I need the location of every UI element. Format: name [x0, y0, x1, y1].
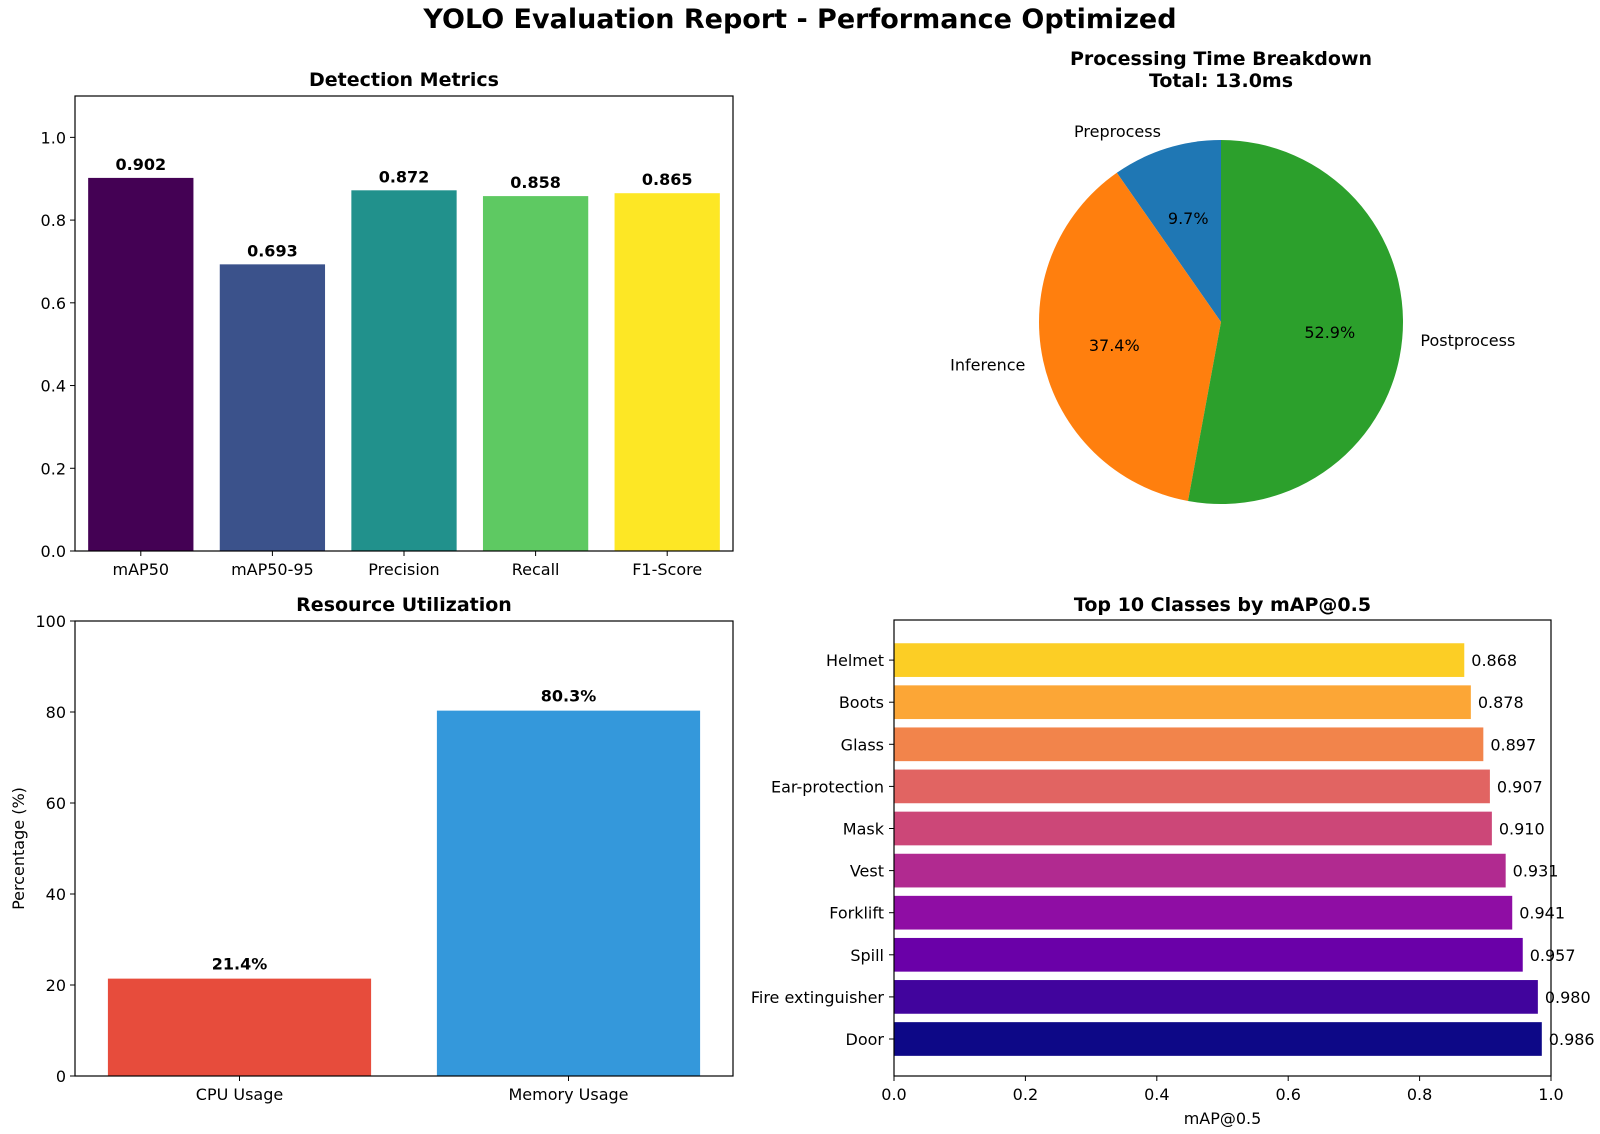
x-tick-label: Memory Usage — [508, 1085, 628, 1104]
x-tick-label: 0.2 — [1013, 1085, 1038, 1104]
class-bar-value-label: 0.931 — [1513, 862, 1559, 881]
detection-bar-value-label: 0.865 — [642, 170, 693, 189]
y-tick-label: 40 — [46, 885, 66, 904]
detection-bar-value-label: 0.858 — [510, 173, 561, 192]
y-tick-label: Helmet — [826, 651, 884, 670]
y-tick-label: Ear-protection — [771, 777, 884, 796]
resource-utilization-axes — [74, 620, 734, 1077]
x-tick-label: 0.8 — [1407, 1085, 1432, 1104]
pie-slice-label: Preprocess — [1074, 122, 1161, 141]
y-tick-label: 100 — [35, 612, 66, 631]
resource-bar-value-label: 21.4% — [212, 955, 268, 974]
top-classes-title: Top 10 Classes by mAP@0.5 — [1074, 594, 1371, 616]
x-tick-label: Precision — [368, 560, 439, 579]
class-bar-value-label: 0.907 — [1497, 777, 1543, 796]
class-bar-value-label: 0.957 — [1530, 946, 1576, 965]
x-tick-label: 0.4 — [1144, 1085, 1169, 1104]
y-tick-label: Glass — [841, 735, 884, 754]
class-bar-glass — [894, 727, 1484, 762]
x-tick-label: Recall — [512, 560, 560, 579]
pie-percent-label: 9.7% — [1168, 209, 1209, 228]
detection-bar-precision — [351, 190, 457, 552]
class-bar-value-label: 0.868 — [1471, 651, 1517, 670]
y-tick-label: 0.4 — [41, 377, 66, 396]
y-tick-label: 0.2 — [41, 459, 66, 478]
y-tick-label: 0.0 — [41, 542, 66, 561]
class-bar-vest — [894, 853, 1506, 888]
pie-slice-postprocess — [1188, 140, 1404, 504]
processing-time-subtitle: Total: 13.0ms — [1149, 70, 1293, 92]
detection-bar-recall — [482, 196, 589, 551]
detection-metrics-axes — [74, 95, 734, 552]
class-bar-forklift — [894, 895, 1513, 930]
detection-metrics-title: Detection Metrics — [309, 69, 499, 91]
y-tick-label: Mask — [843, 820, 885, 839]
y-tick-label: Spill — [850, 946, 884, 965]
y-tick-label: 20 — [46, 976, 66, 995]
class-bar-value-label: 0.897 — [1490, 735, 1536, 754]
processing-time-title: Processing Time Breakdown — [1070, 48, 1372, 70]
figure-title: YOLO Evaluation Report - Performance Opt… — [423, 4, 1177, 35]
pie-slice-label: Postprocess — [1420, 331, 1515, 350]
x-tick-label: mAP50-95 — [231, 560, 314, 579]
resource-utilization-title: Resource Utilization — [296, 594, 512, 616]
y-axis-label: Percentage (%) — [9, 787, 28, 910]
y-tick-label: Vest — [850, 862, 884, 881]
x-tick-label: 0.0 — [881, 1085, 906, 1104]
y-tick-label: 80 — [46, 703, 66, 722]
y-tick-label: Boots — [839, 693, 884, 712]
x-tick-label: F1-Score — [632, 560, 702, 579]
detection-bar-map50-95 — [219, 264, 326, 551]
y-tick-label: 60 — [46, 794, 66, 813]
class-bar-ear-protection — [894, 769, 1490, 804]
class-bar-value-label: 0.910 — [1499, 820, 1545, 839]
y-tick-label: Door — [846, 1030, 885, 1049]
x-tick-label: 1.0 — [1538, 1085, 1563, 1104]
resource-bar-cpu-usage — [107, 978, 372, 1076]
resource-bar-memory-usage — [436, 710, 701, 1076]
class-bar-boots — [894, 685, 1471, 720]
class-bar-value-label: 0.986 — [1549, 1030, 1595, 1049]
pie-percent-label: 52.9% — [1304, 323, 1355, 342]
class-bar-fire-extinguisher — [894, 980, 1538, 1014]
detection-bar-value-label: 0.693 — [247, 241, 298, 260]
class-bar-value-label: 0.878 — [1478, 693, 1524, 712]
y-tick-label: 1.0 — [41, 128, 66, 147]
detection-bar-f1-score — [614, 193, 720, 552]
class-bar-spill — [894, 937, 1523, 972]
pie-slice-inference — [1039, 172, 1221, 501]
x-tick-label: 0.6 — [1275, 1085, 1300, 1104]
x-tick-label: mAP50 — [113, 560, 170, 579]
class-bar-value-label: 0.980 — [1545, 988, 1591, 1007]
y-tick-label: Fire extinguisher — [751, 988, 885, 1007]
x-tick-label: CPU Usage — [196, 1085, 283, 1104]
pie-percent-label: 37.4% — [1089, 336, 1140, 355]
class-bar-value-label: 0.941 — [1519, 904, 1565, 923]
detection-bar-value-label: 0.872 — [379, 167, 430, 186]
pie-slice-label: Inference — [950, 355, 1025, 374]
pie-slice-preprocess — [1116, 140, 1221, 322]
resource-bar-value-label: 80.3% — [541, 687, 597, 706]
detection-bar-value-label: 0.902 — [115, 155, 166, 174]
y-tick-label: 0.6 — [41, 294, 66, 313]
top-classes-axes — [893, 619, 1552, 1077]
class-bar-door — [894, 1022, 1542, 1056]
class-bar-helmet — [894, 643, 1465, 677]
x-axis-label: mAP@0.5 — [1184, 1109, 1262, 1128]
y-tick-label: 0 — [56, 1067, 66, 1086]
detection-bar-map50 — [88, 177, 194, 551]
y-tick-label: 0.8 — [41, 211, 66, 230]
class-bar-mask — [894, 811, 1492, 846]
y-tick-label: Forklift — [829, 904, 884, 923]
